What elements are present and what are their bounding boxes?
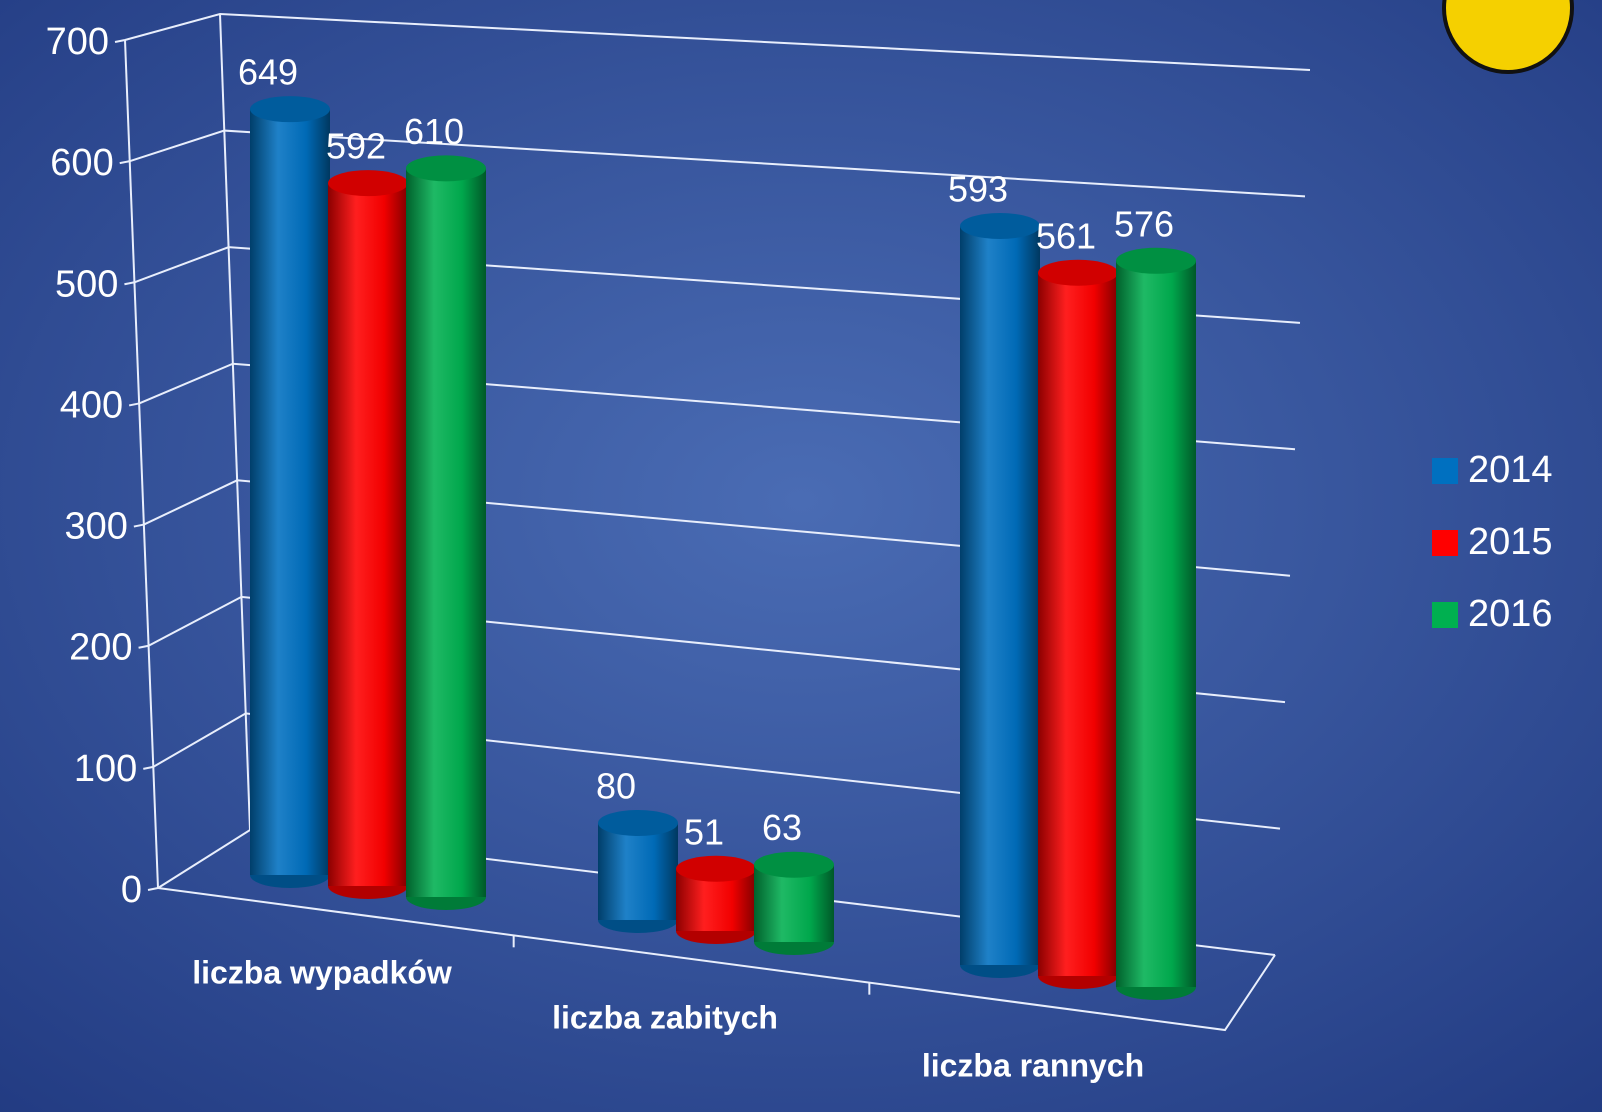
data-label: 63 xyxy=(762,807,802,848)
grid-line xyxy=(143,479,1291,577)
cylinder xyxy=(960,213,1040,978)
bar-top xyxy=(328,170,408,197)
x-tick-label: liczba zabitych xyxy=(552,999,778,1035)
y-tick-label: 700 xyxy=(46,21,109,63)
x-tick-label: liczba wypadków xyxy=(192,954,452,990)
grid-line xyxy=(124,12,1311,71)
grid-line xyxy=(138,362,1296,451)
data-label: 80 xyxy=(596,766,636,807)
tick-mark xyxy=(128,402,140,407)
legend-swatch xyxy=(1432,530,1458,556)
back-axis xyxy=(219,13,251,831)
bar-top xyxy=(1038,259,1118,286)
bar xyxy=(960,226,1040,966)
tick-mark xyxy=(138,644,149,649)
y-tick-label: 100 xyxy=(74,748,137,790)
tick-mark xyxy=(143,765,154,770)
legend-label: 2016 xyxy=(1468,593,1553,635)
tick-mark xyxy=(147,887,159,891)
cylinder xyxy=(406,155,486,910)
tick-mark xyxy=(114,39,126,43)
bar xyxy=(1038,272,1118,977)
bar-top xyxy=(598,810,678,837)
y-tick-label: 200 xyxy=(69,627,132,669)
legend-swatch xyxy=(1432,458,1458,484)
bar xyxy=(598,823,678,920)
y-tick-label: 0 xyxy=(121,869,142,911)
data-label: 649 xyxy=(238,52,298,93)
y-tick-label: 400 xyxy=(60,384,123,426)
bar xyxy=(328,183,408,887)
cylinder xyxy=(754,851,834,955)
tick-mark xyxy=(119,160,130,165)
data-label: 576 xyxy=(1114,203,1174,244)
y-tick-label: 600 xyxy=(50,142,113,184)
grid-line xyxy=(148,595,1286,704)
bar-top xyxy=(960,213,1040,240)
bar-top xyxy=(406,155,486,182)
tick-mark xyxy=(124,281,135,286)
grid-line xyxy=(129,129,1306,198)
cylinder xyxy=(676,855,756,944)
bar-top xyxy=(754,851,834,878)
bar-top xyxy=(1116,247,1196,274)
grid-line xyxy=(152,712,1281,830)
data-label: 561 xyxy=(1036,215,1096,256)
x-tick-label: liczba rannych xyxy=(922,1047,1144,1083)
legend-label: 2015 xyxy=(1468,521,1553,563)
data-label: 610 xyxy=(404,111,464,152)
cylinder xyxy=(1116,247,1196,1000)
bar-top xyxy=(250,96,330,123)
cylinder xyxy=(1038,259,1118,989)
legend-label: 2014 xyxy=(1468,449,1553,491)
bar xyxy=(1116,260,1196,987)
cylinder xyxy=(598,810,678,933)
grid-line xyxy=(134,246,1301,324)
y-axis xyxy=(124,39,159,889)
legend-swatch xyxy=(1432,602,1458,628)
cylinder xyxy=(250,96,330,888)
logo xyxy=(1442,0,1574,74)
cylinder xyxy=(328,170,408,899)
y-tick-label: 300 xyxy=(64,506,127,548)
y-tick-label: 500 xyxy=(55,263,118,305)
bar-top xyxy=(676,855,756,882)
bar xyxy=(250,109,330,876)
data-label: 51 xyxy=(684,811,724,852)
bar xyxy=(406,168,486,897)
data-label: 593 xyxy=(948,169,1008,210)
tick-mark xyxy=(133,523,145,528)
data-label: 592 xyxy=(326,126,386,167)
